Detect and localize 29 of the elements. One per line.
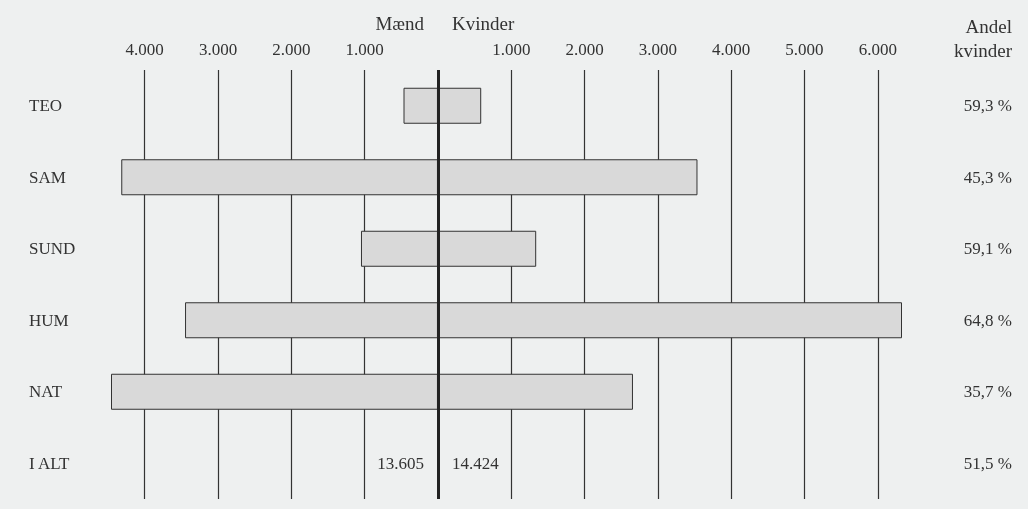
y-tick-label: SUND <box>29 239 76 259</box>
text: 51,5 % <box>963 453 1012 473</box>
text: Kvinder <box>451 13 515 34</box>
text: 59,1 % <box>963 239 1012 259</box>
text: 45,3 % <box>963 167 1012 187</box>
x-tick-label: 4.000 <box>125 40 164 59</box>
x-tick-label: 2.000 <box>565 40 604 59</box>
x-tick-label: 1.000 <box>492 40 531 59</box>
bar <box>403 87 438 124</box>
x-tick-label: 3.000 <box>198 40 238 59</box>
x-tick-label: 2.000 <box>272 40 311 59</box>
bar <box>437 87 482 124</box>
x-tick-label: 1.000 <box>345 40 384 59</box>
text: 59,3 % <box>963 96 1012 116</box>
x-tick-label: 3.000 <box>638 40 678 59</box>
text: Andel kvinder <box>953 15 1013 61</box>
y-tick-label: HUM <box>29 310 69 330</box>
y-tick-label: I ALT <box>29 453 71 473</box>
text: 13.605 <box>377 453 424 473</box>
text: 64,8 % <box>963 310 1012 330</box>
y-tick-label: TEO <box>29 96 63 116</box>
y-tick-label: NAT <box>29 382 63 402</box>
text: 14.424 <box>451 453 499 473</box>
x-tick-label: 6.000 <box>858 40 897 59</box>
text: Mænd <box>375 13 425 34</box>
x-tick-label: 4.000 <box>712 40 751 59</box>
y-tick-label: SAM <box>29 167 66 187</box>
x-tick-label: 5.000 <box>785 40 824 59</box>
text: 35,7 % <box>963 382 1012 402</box>
